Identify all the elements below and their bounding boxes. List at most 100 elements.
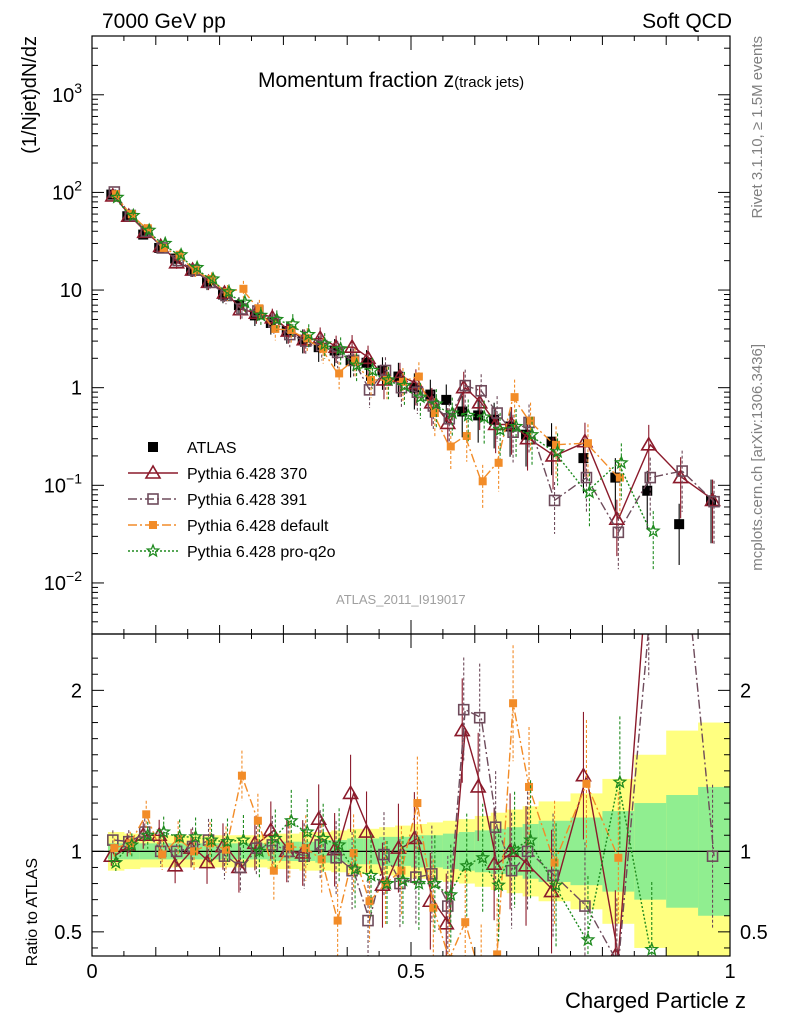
atlas-point: [122, 211, 133, 222]
pythia-6-428-default-point: [253, 816, 262, 825]
pythia-6-428-pro-q2o-point: [379, 875, 395, 890]
legend: ATLAS Pythia 6.428 370 Pythia 6.428 391 Pyt…: [128, 440, 336, 561]
pythia-6-428-default-point: [317, 855, 326, 864]
pythia-6-428-default-point: [319, 344, 328, 353]
pythia-6-428-391-point: [489, 821, 502, 834]
pythia-6-428-pro-q2o-point: [221, 283, 237, 299]
pythia-6-428-default-point: [477, 975, 485, 983]
atlas-point: [706, 495, 717, 506]
atlas-point: [674, 519, 685, 530]
pythia-6-428-default-point: [478, 477, 487, 486]
y-tick-label: 10: [60, 280, 82, 302]
pythia-6-428-pro-q2o-point: [428, 396, 444, 411]
pythia-6-428-391-point: [612, 959, 622, 969]
pythia-6-428-pro-q2o-point: [235, 832, 251, 847]
pythia-6-428-default-point: [550, 858, 559, 867]
pythia-6-428-391-point: [491, 407, 503, 419]
pythia-6-428-370-point: [471, 394, 489, 409]
pythia-6-428-default-point: [583, 439, 592, 448]
pythia-6-428-pro-q2o-point: [285, 316, 301, 331]
y-tick-base: 10: [52, 85, 74, 107]
y-tick-exponent: −2: [66, 568, 82, 584]
ratio-panel-data: [92, 634, 730, 983]
pythia-6-428-pro-q2o-point: [644, 941, 660, 956]
pythia-6-428-default-point: [414, 372, 423, 381]
y-tick-label: 10−1: [44, 470, 82, 497]
pythia-6-428-391-point: [579, 900, 591, 912]
pythia-6-428-391-point: [330, 851, 342, 864]
pythia-6-428-391-point: [644, 471, 657, 484]
pythia-6-428-default-point: [271, 324, 280, 333]
y-tick-exponent: −1: [66, 470, 82, 486]
pythia-6-428-370-point: [501, 842, 519, 858]
pythia-6-428-pro-q2o-point: [317, 336, 333, 351]
pythia-6-428-pro-q2o-point: [508, 418, 524, 433]
pythia-6-428-pro-q2o-point: [109, 189, 125, 204]
pythia-6-428-default-point: [429, 903, 438, 912]
pythia-6-428-pro-q2o-point: [140, 827, 156, 842]
x-axis-label: Charged Particle z: [565, 988, 746, 1013]
x-tick-label: 0.5: [397, 961, 425, 983]
legend-label-pythia-6-428-pro-q2o: Pythia 6.428 pro-q2o: [187, 544, 336, 561]
pythia-6-428-391-point: [459, 379, 472, 392]
y-tick-base: 10: [44, 475, 66, 497]
pythia-6-428-391-point: [426, 868, 438, 880]
y-tick-base: 10: [44, 573, 66, 595]
y-tick-exponent: 3: [74, 80, 82, 96]
pythia-6-428-default-point: [190, 847, 199, 856]
pythia-6-428-pro-q2o-point: [156, 824, 172, 839]
pythia-6-428-default-point: [493, 950, 502, 956]
pythia-6-428-391-point: [170, 845, 183, 858]
pythia-6-428-391-point: [612, 526, 625, 539]
pythia-6-428-pro-q2o-point: [507, 841, 522, 857]
ratio-y-tick-label: 0.5: [54, 922, 82, 944]
atlas-point: [546, 436, 557, 447]
pythia-6-428-default-point: [526, 416, 535, 425]
pythia-6-428-391-point: [473, 711, 486, 724]
pythia-6-428-default-point: [221, 845, 230, 854]
energy-label: 7000 GeV pp: [102, 10, 226, 33]
pythia-6-428-default-point: [174, 834, 183, 843]
pythia-6-428-default-point: [239, 284, 248, 293]
pythia-6-428-pro-q2o-point: [476, 409, 492, 424]
atlas-point: [217, 289, 228, 300]
ratio-y-tick-label: 2: [71, 680, 82, 702]
pythia-6-428-391-point: [346, 864, 358, 877]
plot-title-main: Momentum fraction z: [258, 69, 454, 92]
pythia-6-428-pro-q2o-point: [173, 246, 189, 262]
pythia-6-428-pro-q2o-point: [301, 326, 317, 341]
pythia-6-428-default-point: [615, 473, 624, 482]
pythia-6-428-pro-q2o-point: [269, 311, 285, 326]
analysis-name-label: ATLAS_2011_I919017: [336, 592, 466, 607]
pythia-6-428-pro-q2o-point: [124, 837, 140, 852]
pythia-6-428-default-point: [110, 844, 119, 853]
pythia-6-428-pro-q2o-point: [475, 849, 491, 865]
pythia-6-428-pro-q2o-point: [427, 875, 443, 890]
pythia-6-428-default-point: [285, 842, 294, 851]
pythia-6-428-391-point: [708, 495, 720, 508]
pythia-6-428-default-point: [191, 266, 200, 275]
pythia-6-428-391-ratio-line: [114, 634, 715, 956]
atlas-point: [138, 229, 149, 240]
pythia-6-428-pro-q2o-point: [252, 843, 267, 858]
pythia-6-428-370-point: [342, 784, 359, 800]
pythia-6-428-pro-q2o-point: [550, 444, 566, 459]
legend-marker-pythia-6-428-391: [147, 493, 159, 505]
legend-marker-pythia-6-428-pro-q2o: [145, 543, 161, 558]
pythia-6-428-pro-q2o-point: [157, 235, 173, 250]
pythia-6-428-default-point: [333, 916, 342, 925]
legend-label-pythia-6-428-370: Pythia 6.428 370: [187, 466, 307, 483]
legend-marker-atlas: [148, 442, 158, 452]
pythia-6-428-pro-q2o-point: [299, 824, 315, 839]
pythia-6-428-pro-q2o-point: [141, 222, 157, 237]
pythia-6-428-pro-q2o-point: [612, 774, 628, 789]
ratio-y-axis-label: Ratio to ATLAS: [24, 858, 41, 966]
atlas-point: [202, 277, 213, 288]
pythia-6-428-pro-q2o-point: [315, 830, 331, 845]
x-tick-label: 0: [86, 961, 97, 983]
pythia-6-428-391-point: [548, 494, 561, 507]
legend-marker-pythia-6-428-370: [144, 464, 162, 479]
pythia-6-428-391-point: [706, 850, 719, 862]
y-tick-base: 10: [60, 280, 82, 302]
